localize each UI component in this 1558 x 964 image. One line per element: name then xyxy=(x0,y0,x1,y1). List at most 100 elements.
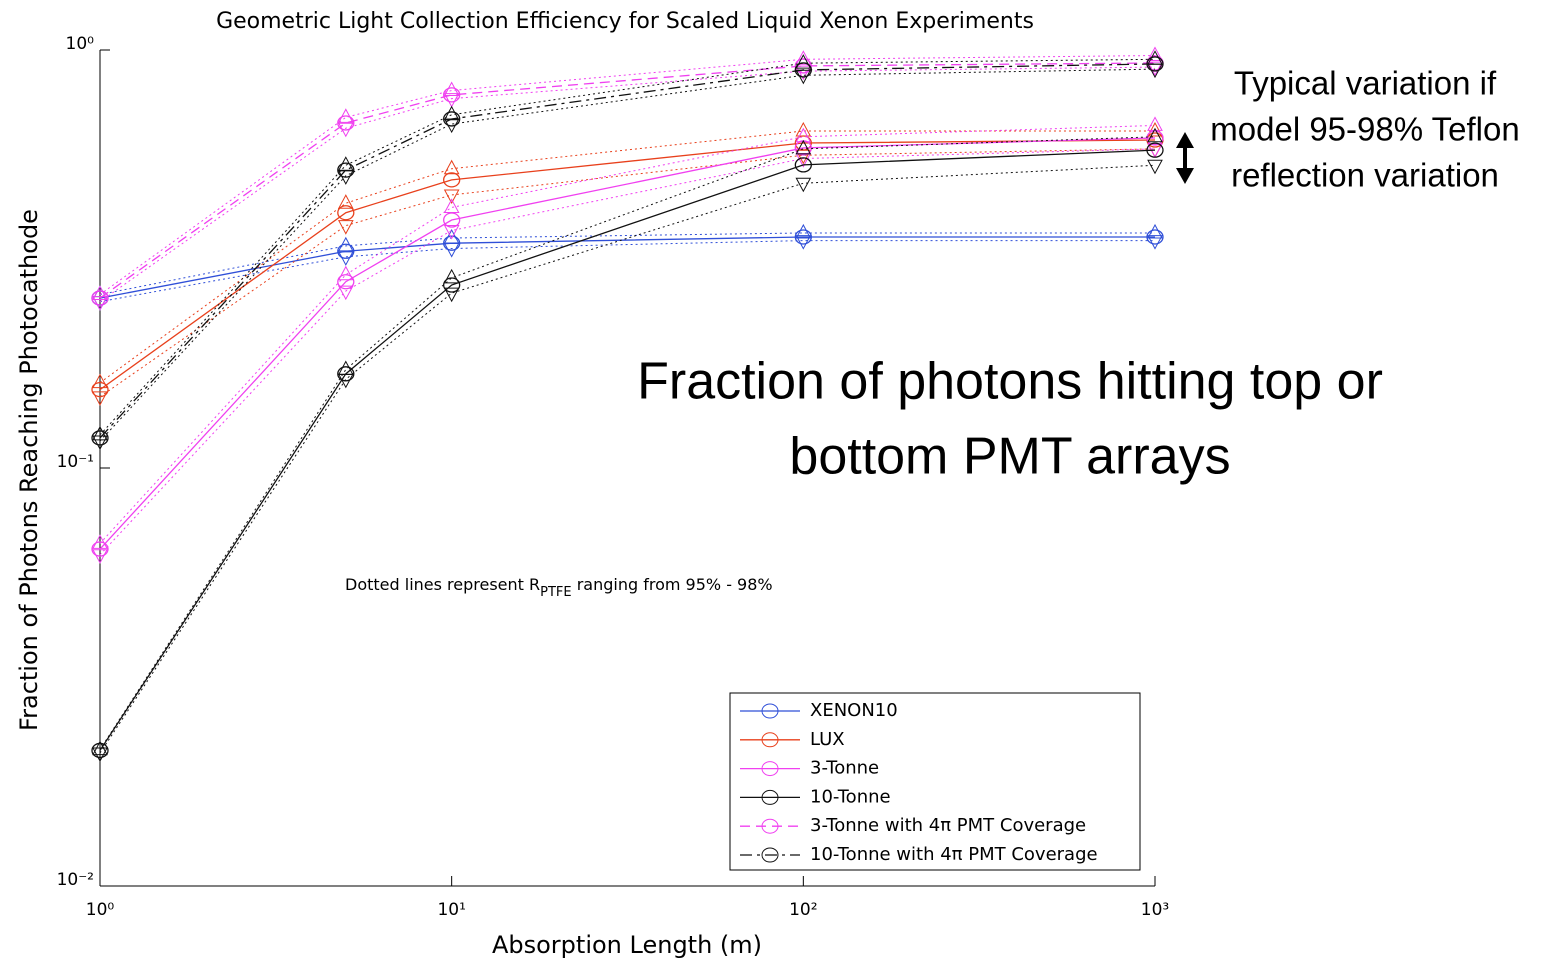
y-tick-label: 10⁻² xyxy=(57,870,94,890)
legend-label: 3-Tonne with 4π PMT Coverage xyxy=(810,815,1086,836)
variation-marker xyxy=(443,287,460,303)
point xyxy=(443,87,461,103)
variation-marker xyxy=(92,373,108,389)
point xyxy=(1146,229,1164,245)
variation-marker xyxy=(337,108,354,123)
variation-line xyxy=(99,130,1155,384)
y-tick-label: 10⁰ xyxy=(66,34,95,54)
point xyxy=(443,212,461,228)
point xyxy=(337,162,355,178)
legend-marker xyxy=(761,818,779,834)
variation-marker xyxy=(92,391,108,406)
series-line xyxy=(99,236,1155,299)
variation-note: reflection variation xyxy=(1231,157,1499,194)
legend xyxy=(729,692,1141,871)
chart-title: Geometric Light Collection Efficiency fo… xyxy=(216,9,1034,34)
x-tick-label: 10¹ xyxy=(437,900,465,920)
series-line xyxy=(99,149,1156,751)
point xyxy=(443,277,461,293)
y-axis-label: Fraction of Photons Reaching Photocathod… xyxy=(15,209,43,731)
point xyxy=(443,235,461,251)
variation-marker xyxy=(1147,46,1163,62)
point xyxy=(794,58,812,74)
variation-marker xyxy=(795,235,812,250)
variation-marker xyxy=(795,139,812,155)
legend-marker xyxy=(761,761,779,777)
double-arrow xyxy=(1176,132,1194,184)
variation-line xyxy=(99,66,1156,303)
x-tick-label: 10³ xyxy=(1141,900,1169,920)
variation-marker xyxy=(92,549,108,564)
variation-note: model 95-98% Teflon xyxy=(1210,111,1519,148)
variation-marker xyxy=(92,296,108,311)
variation-marker xyxy=(443,159,460,175)
legend-label: 10-Tonne xyxy=(810,786,891,807)
point xyxy=(1146,130,1164,146)
variation-marker xyxy=(1147,127,1163,143)
legend-marker xyxy=(761,789,779,805)
series-line xyxy=(99,137,1156,550)
legend-label: LUX xyxy=(810,729,845,750)
point xyxy=(1146,56,1164,72)
variation-marker xyxy=(337,265,354,281)
variation-marker xyxy=(443,224,460,240)
point xyxy=(337,243,355,259)
variation-marker xyxy=(1147,223,1163,239)
point xyxy=(337,366,355,382)
series-line xyxy=(99,139,1156,391)
legend-marker xyxy=(761,703,779,719)
series-line xyxy=(99,62,1156,299)
variation-marker xyxy=(337,285,354,301)
variation-marker xyxy=(337,194,354,209)
legend-marker xyxy=(761,847,779,863)
variation-line xyxy=(99,240,1155,303)
point xyxy=(91,381,109,398)
point xyxy=(794,157,812,173)
variation-marker xyxy=(795,223,812,239)
point xyxy=(91,290,109,306)
point xyxy=(1146,142,1164,158)
variation-marker xyxy=(795,177,812,193)
variation-line xyxy=(99,124,1156,544)
variation-marker xyxy=(92,435,108,451)
legend-label: 10-Tonne with 4π PMT Coverage xyxy=(810,844,1098,865)
variation-note: Typical variation if xyxy=(1234,65,1497,102)
point xyxy=(794,135,812,151)
variation-line xyxy=(99,232,1155,296)
variation-marker xyxy=(337,220,354,235)
legend-marker xyxy=(761,732,779,748)
x-tick-label: 10² xyxy=(789,900,817,920)
legend-label: 3-Tonne xyxy=(810,758,879,779)
fraction-note: bottom PMT arrays xyxy=(789,428,1230,486)
variation-marker xyxy=(92,285,108,301)
point xyxy=(794,62,812,78)
variation-marker xyxy=(92,747,108,763)
variation-marker xyxy=(337,170,354,185)
point xyxy=(794,229,812,245)
point xyxy=(91,742,109,759)
variation-marker xyxy=(443,268,460,284)
variation-marker xyxy=(1147,121,1163,137)
variation-line xyxy=(99,148,1156,398)
variation-line xyxy=(99,136,1156,750)
annotation-subscript: PTFE xyxy=(540,585,571,600)
fraction-note: Fraction of photons hitting top or xyxy=(637,353,1383,411)
variation-line xyxy=(99,68,1156,442)
legend-label: XENON10 xyxy=(810,700,898,721)
variation-marker xyxy=(443,93,460,108)
point xyxy=(91,541,109,557)
annotation-part: ranging from 95% - 98% xyxy=(572,575,773,594)
point xyxy=(337,205,355,221)
point xyxy=(337,115,355,131)
point xyxy=(91,430,109,446)
variation-marker xyxy=(795,50,812,65)
variation-marker xyxy=(795,127,812,143)
variation-marker xyxy=(1147,159,1163,175)
y-tick-label: 10⁻¹ xyxy=(57,452,94,472)
variation-marker xyxy=(443,189,460,205)
variation-marker xyxy=(1147,235,1163,250)
annotation: Dotted lines represent RPTFE ranging fro… xyxy=(345,575,773,600)
variation-marker xyxy=(443,198,460,213)
x-axis-label: Absorption Length (m) xyxy=(492,931,762,959)
